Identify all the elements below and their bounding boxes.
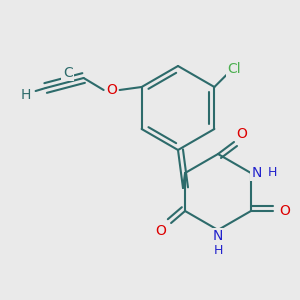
- Text: Cl: Cl: [228, 62, 241, 76]
- Text: O: O: [237, 127, 248, 141]
- Text: N: N: [252, 166, 262, 180]
- Text: H: H: [268, 167, 278, 179]
- Text: O: O: [280, 204, 290, 218]
- Text: O: O: [156, 224, 167, 238]
- Text: C: C: [63, 66, 73, 80]
- Text: N: N: [213, 229, 223, 243]
- Text: H: H: [20, 88, 31, 102]
- Text: O: O: [106, 83, 117, 97]
- Text: H: H: [213, 244, 223, 256]
